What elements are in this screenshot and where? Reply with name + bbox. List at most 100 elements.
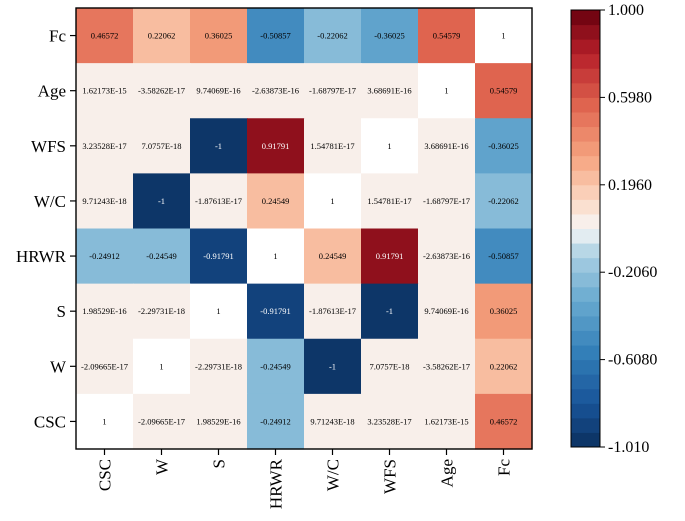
y-tick-label: HRWR bbox=[16, 247, 67, 266]
heatmap-cell bbox=[133, 338, 191, 395]
colorbar-band bbox=[571, 170, 600, 186]
cell-value-label: -3.58262E-17 bbox=[423, 361, 470, 371]
cell-value-label: -0.50857 bbox=[488, 251, 518, 261]
y-tick-label: Fc bbox=[49, 27, 66, 46]
y-tick-label: WFS bbox=[31, 137, 66, 156]
cell-value-label: -1 bbox=[215, 141, 222, 151]
colorbar-band bbox=[571, 141, 600, 157]
cell-value-label: -0.24912 bbox=[89, 251, 119, 261]
y-tick-label: Age bbox=[38, 82, 66, 101]
heatmap-cell bbox=[361, 173, 419, 230]
cell-value-label: 9.71243E-18 bbox=[82, 196, 126, 206]
colorbar-band bbox=[571, 68, 600, 84]
heatmap-cell bbox=[361, 393, 419, 450]
heatmap-cell bbox=[361, 8, 419, 64]
colorbar-band bbox=[571, 359, 600, 375]
cell-value-label: 0.24549 bbox=[319, 251, 347, 261]
y-tick-label: W bbox=[50, 357, 67, 376]
cell-value-label: -0.50857 bbox=[260, 31, 290, 41]
cell-value-label: 0.91791 bbox=[262, 141, 290, 151]
cell-value-label: -1 bbox=[386, 306, 393, 316]
cell-value-label: 1 bbox=[102, 416, 106, 426]
heatmap-cell bbox=[247, 8, 305, 64]
cell-value-label: 9.71243E-18 bbox=[310, 416, 354, 426]
heatmap-cell bbox=[133, 173, 191, 230]
colorbar-frame bbox=[570, 9, 601, 448]
heatmap-cell bbox=[475, 173, 533, 230]
heatmap-cell bbox=[418, 173, 476, 230]
colorbar-band bbox=[571, 243, 600, 259]
heatmap-cell bbox=[361, 338, 419, 395]
heatmap-cell bbox=[190, 393, 248, 450]
heatmap-cell bbox=[418, 283, 476, 340]
heatmap-cell bbox=[190, 228, 248, 285]
colorbar-tick-label: 1.000 bbox=[608, 2, 644, 19]
heatmap-cell bbox=[304, 173, 362, 230]
heatmap-cell bbox=[304, 8, 362, 64]
cell-value-label: 0.24549 bbox=[262, 196, 290, 206]
cell-value-label: 3.23528E-17 bbox=[367, 416, 411, 426]
heatmap-cell bbox=[475, 228, 533, 285]
x-axis: CSC W S HRWR W/C WFS Age Fc bbox=[96, 449, 514, 509]
cell-value-label: 9.74069E-16 bbox=[196, 86, 240, 96]
cell-value-label: -0.91791 bbox=[260, 306, 290, 316]
heatmap-cell bbox=[304, 63, 362, 119]
heatmap-cell bbox=[133, 63, 191, 119]
y-axis: Fc Age WFS W/C HRWR S W CSC bbox=[16, 27, 76, 431]
colorbar-band bbox=[571, 97, 600, 113]
colorbar-tick-label: 0.1960 bbox=[608, 177, 652, 194]
cell-value-label: 9.74069E-16 bbox=[424, 306, 468, 316]
cell-value-label: -2.09665E-17 bbox=[81, 361, 128, 371]
heatmap-cell bbox=[304, 393, 362, 450]
x-tick-label: Fc bbox=[495, 459, 514, 476]
cell-value-label: -2.09665E-17 bbox=[138, 416, 185, 426]
plot-frame bbox=[75, 7, 533, 450]
heatmap-cell bbox=[247, 228, 305, 285]
heatmap-cell bbox=[247, 173, 305, 230]
y-tick-label: CSC bbox=[34, 412, 66, 431]
colorbar-band bbox=[571, 330, 600, 346]
heatmap-cell bbox=[76, 393, 134, 450]
heatmap-cell bbox=[247, 63, 305, 119]
cell-value-label: 0.46572 bbox=[490, 416, 518, 426]
heatmap-cell bbox=[190, 338, 248, 395]
cell-value-label: -0.36025 bbox=[374, 31, 404, 41]
cell-value-label: 7.0757E-18 bbox=[370, 361, 410, 371]
heatmap-cell bbox=[133, 283, 191, 340]
colorbar-band bbox=[571, 272, 600, 288]
colorbar-tick-label: -0.2060 bbox=[608, 264, 657, 281]
heatmap-cell bbox=[190, 63, 248, 119]
colorbar-band bbox=[571, 24, 600, 40]
colorbar-band bbox=[571, 257, 600, 273]
cell-value-label: -2.29731E-18 bbox=[138, 306, 185, 316]
cell-value-label: 0.36025 bbox=[205, 31, 233, 41]
colorbar-band bbox=[571, 374, 600, 390]
colorbar-tick-label: -0.6080 bbox=[608, 352, 657, 369]
heatmap-cell bbox=[76, 283, 134, 340]
colorbar: 1.000 0.5980 0.1960 -0.2060 -0.6080 -1.010 bbox=[570, 2, 657, 456]
cell-value-label: 1.98529E-16 bbox=[82, 306, 126, 316]
colorbar-band bbox=[571, 286, 600, 302]
heatmap-cell bbox=[190, 173, 248, 230]
cell-value-label: 1 bbox=[501, 31, 505, 41]
heatmap-cell bbox=[361, 283, 419, 340]
cell-value-label: 1.54781E-17 bbox=[367, 196, 411, 206]
heatmap-cell bbox=[133, 228, 191, 285]
cell-value-label: -1.68797E-17 bbox=[423, 196, 470, 206]
cell-value-label: 0.54579 bbox=[433, 31, 461, 41]
cell-value-label: 1 bbox=[159, 361, 163, 371]
cell-value-label: 1.98529E-16 bbox=[196, 416, 240, 426]
cell-value-label: 0.54579 bbox=[490, 86, 518, 96]
cell-value-label: -0.24549 bbox=[146, 251, 176, 261]
y-tick-label: S bbox=[57, 302, 66, 321]
colorbar-tick-label: 0.5980 bbox=[608, 89, 652, 106]
heatmap-cell bbox=[418, 8, 476, 64]
colorbar-band bbox=[571, 417, 600, 433]
cell-value-label: 3.68691E-16 bbox=[367, 86, 411, 96]
heatmap-cell bbox=[418, 393, 476, 450]
heatmap-cell bbox=[190, 8, 248, 64]
heatmap-cell bbox=[190, 283, 248, 340]
heatmap-cell bbox=[475, 283, 533, 340]
colorbar-band bbox=[571, 184, 600, 200]
